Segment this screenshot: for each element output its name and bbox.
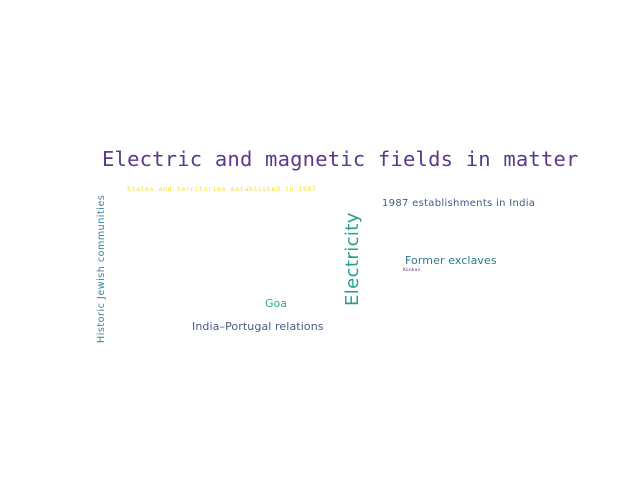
word-konkan: Konkan <box>403 268 421 273</box>
word-india-portugal-relations: India–Portugal relations <box>192 320 324 333</box>
word-former-exclaves: Former exclaves <box>405 254 497 267</box>
word-1987-establishments-in-india: 1987 establishments in India <box>382 198 536 209</box>
word-states-and-territories-established-in-1987: States and territories established in 19… <box>127 185 317 193</box>
word-electricity: Electricity <box>342 212 363 306</box>
word-electric-and-magnetic-fields-in-matter: Electric and magnetic fields in matter <box>102 147 579 171</box>
word-goa: Goa <box>265 297 287 310</box>
word-historic-jewish-communities: Historic Jewish communities <box>96 194 107 343</box>
